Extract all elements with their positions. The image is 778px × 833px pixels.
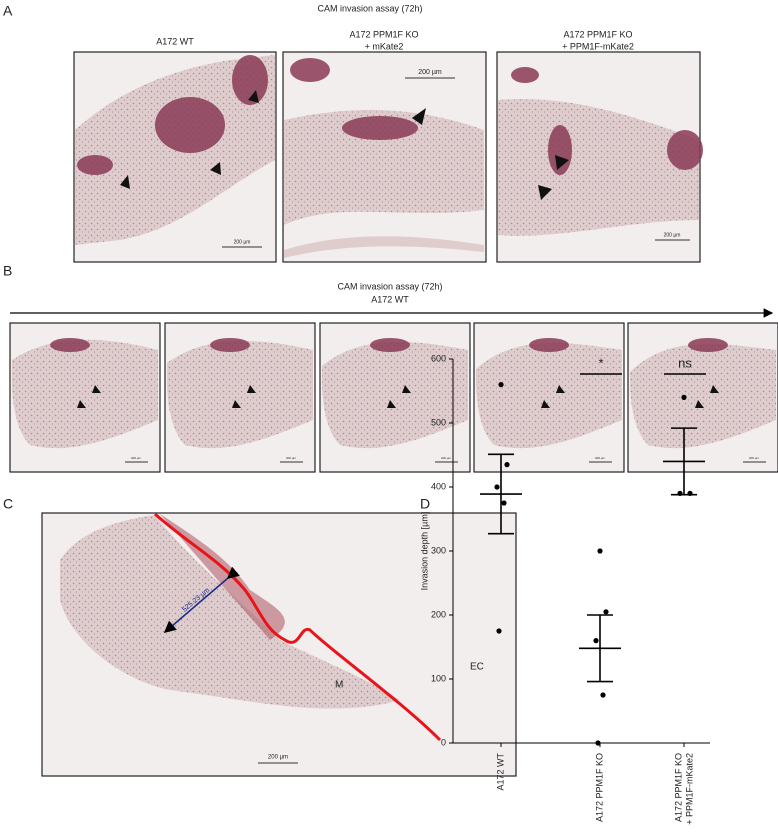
y-tick-label: 200 [431,609,446,619]
micrograph: 200 µm [73,51,277,263]
scale-label: 200 µm [268,755,288,761]
arrowhead-marker [232,385,256,408]
scale-label: 200 µm [595,456,606,460]
micrograph: 525.23 µm EC M 200 µm [41,512,517,777]
panel-label: A [3,3,13,19]
data-point [600,692,606,698]
micrograph-row: 200 µm 200 µm 200 µm 200 µm 200 µm [9,322,778,473]
tissue-dark [50,338,90,352]
micrograph: 200 µm [282,51,487,263]
error-bar [671,427,697,496]
micrograph: 200 µm [319,322,471,473]
region-label: M [335,680,343,691]
scale-label: 200 µm [418,69,442,76]
micrograph: 200 µm [164,322,316,473]
y-tick-label: 500 [431,417,446,427]
panel-title: CAM invasion assay (72h) [337,281,442,291]
tissue-texture [12,339,158,449]
data-point [597,548,603,554]
tissue-texture [167,340,313,449]
x-tick-label: A172 WT [495,753,505,791]
annotation: * [598,355,603,370]
plot: 0 100 200 300 400 500 600 A172 WT A172 PPM1F KO A… [431,353,705,825]
scale-label: 200 µm [131,456,142,460]
data-point [501,500,507,506]
micrograph: 200 µm [9,322,161,473]
micrograph: 200 µm [496,51,703,263]
caption: + PPM1F-mKate2 [562,41,634,51]
y-tick-label: 600 [431,353,446,363]
arrowhead-marker [387,385,411,408]
panel-label: C [3,496,13,512]
error-bar [587,614,613,683]
data-point [504,462,510,468]
tissue-texture [630,344,776,449]
data-point [603,609,609,615]
tissue-texture [322,341,468,449]
scale-label: 200 µm [234,239,251,245]
tissue-dark [529,338,569,352]
data-point [595,740,601,746]
data-point [593,638,599,644]
panel-label: D [420,496,430,512]
caption: A172 PPM1F KO [349,29,418,39]
panel-title: CAM invasion assay (72h) [317,3,422,13]
data-point [496,628,502,634]
scale-label: 200 µm [664,232,681,238]
annotation: ns [678,355,692,370]
scale-label: 200 µm [286,456,297,460]
caption: + mKate2 [365,41,404,51]
tissue-dark [688,338,728,352]
micrograph: 200 µm [627,322,778,473]
data-point [494,484,500,490]
scale-label: 200 µm [441,456,452,460]
micrograph: 200 µm [473,322,625,473]
y-tick-label: 400 [431,481,446,491]
scale-label: 200 µm [749,456,760,460]
tissue-dark [370,338,410,352]
region-label: EC [470,662,484,673]
arrowhead-marker [77,385,101,408]
caption: A172 WT [156,36,194,46]
x-tick-label: A172 PPM1F KO [673,753,683,822]
panel-label: B [3,263,12,279]
y-axis-label: Invasion depth [µm] [419,512,429,591]
caption: A172 PPM1F KO [563,29,632,39]
data-point [498,382,504,388]
x-tick-label: A172 PPM1F KO [594,753,604,822]
error-bar [488,453,514,535]
data-point [681,394,687,400]
x-tick-label: + PPM1F-mKate2 [684,753,694,825]
arrowhead-marker [695,385,719,408]
y-tick-label: 300 [431,545,446,555]
tissue-dark [210,338,250,352]
arrowhead-marker [541,385,565,408]
y-tick-label: 0 [441,737,446,747]
y-tick-label: 100 [431,673,446,683]
tissue-texture [476,342,622,449]
panel-subtitle: A172 WT [371,294,409,304]
